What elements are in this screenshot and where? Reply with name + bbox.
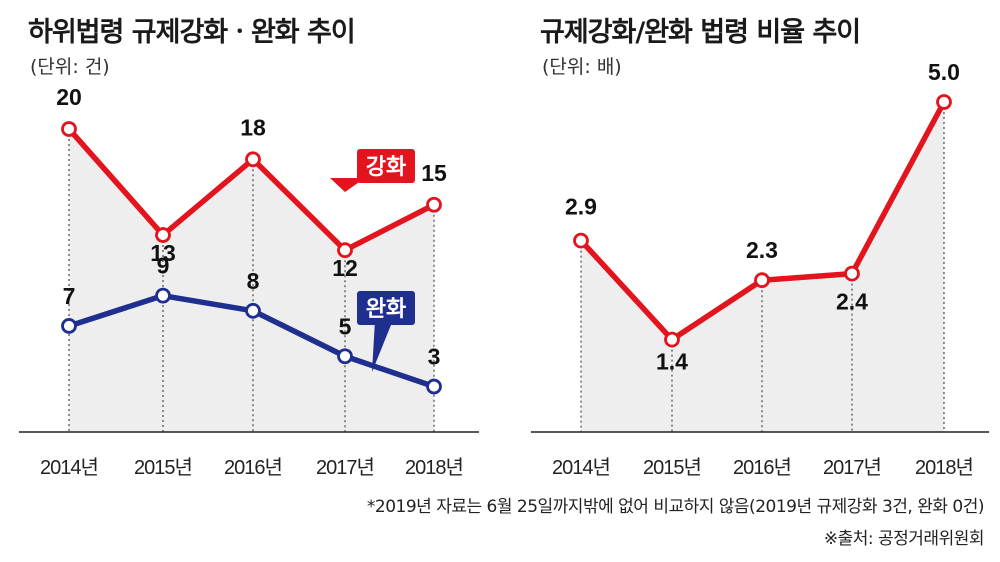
- chart0-series-1-point-1: [155, 287, 171, 304]
- source-note: ※출처: 공정거래위원회: [823, 529, 985, 549]
- chart0-series-1-label-0: 7: [63, 283, 76, 309]
- chart0-xtick-1: 2015년: [134, 456, 192, 479]
- left-chart-title: 하위법령 규제강화ㆍ완화 추이: [28, 17, 356, 48]
- chart1-xtick-1: 2015년: [643, 456, 701, 479]
- chart0-series-1-name: 완화: [366, 296, 406, 321]
- chart1-series-0-point-3: [844, 265, 860, 282]
- left-chart-unit: (단위: 건): [30, 56, 110, 78]
- right-chart-title: 규제강화/완화 법령 비율 추이: [540, 17, 861, 48]
- footnote: *2019년 자료는 6월 25일까지밖에 없어 비교하지 않음(2019년 규…: [366, 497, 985, 517]
- chart0-xtick-4: 2018년: [405, 456, 463, 479]
- chart0-xtick-3: 2017년: [316, 456, 374, 479]
- chart0-series-0-point-1: [155, 227, 171, 243]
- chart1-xtick-3: 2017년: [823, 456, 881, 479]
- right-chart-unit: (단위: 배): [542, 56, 622, 78]
- chart1-series-0-point-4: [936, 94, 952, 110]
- chart1-series-0-point-1: [664, 331, 680, 348]
- chart1-xtick-4: 2018년: [915, 456, 973, 479]
- chart0-series-0-point-4: [426, 196, 442, 213]
- chart0-series-1-point-3: [337, 348, 353, 365]
- chart0-series-0-callout-pointer: [330, 178, 365, 192]
- chart0-series-1-label-4: 3: [428, 344, 441, 370]
- chart0-series-0-callout-box: [357, 149, 415, 183]
- chart0-series-0-label-4: 15: [421, 160, 447, 186]
- chart1-series-0-label-3: 2.4: [836, 289, 868, 315]
- chart0-series-1-callout-pointer: [372, 320, 393, 372]
- chart0-series-0-point-2: [245, 151, 261, 168]
- chart0-series-0-label-1: 13: [150, 240, 176, 266]
- chart0-xtick-0: 2014년: [40, 456, 98, 479]
- chart1-series-0-label-4: 5.0: [928, 59, 960, 85]
- chart1-series-0-point-0: [573, 232, 589, 249]
- chart1-series-0-label-1: 1.4: [656, 349, 688, 375]
- chart0-series-1-label-1: 9: [157, 253, 170, 279]
- chart0-series-1-callout-box: [357, 291, 415, 325]
- chart0-series-0-label-3: 12: [332, 255, 358, 281]
- chart0-series-0-point-3: [337, 242, 353, 259]
- chart0-series-1-point-4: [426, 378, 442, 395]
- chart1-series-0-label-2: 2.3: [746, 237, 778, 263]
- chart0-series-0-label-0: 20: [56, 84, 82, 110]
- chart1-area: [581, 102, 944, 432]
- chart0-xtick-2: 2016년: [224, 456, 282, 479]
- chart1-series-0-label-0: 2.9: [565, 194, 597, 220]
- chart1-xtick-0: 2014년: [552, 456, 610, 479]
- chart0-series-0-label-2: 18: [240, 114, 266, 140]
- chart0-series-1-point-2: [245, 302, 261, 319]
- chart0-series-0-point-0: [61, 121, 77, 137]
- chart0-series-0-name: 강화: [366, 154, 406, 179]
- chart1-series-0-point-2: [754, 272, 770, 289]
- chart0-series-1-label-3: 5: [339, 313, 352, 339]
- chart1-xtick-2: 2016년: [733, 456, 791, 479]
- chart0-series-1-point-0: [61, 318, 77, 334]
- chart0-series-1-label-2: 8: [247, 268, 260, 294]
